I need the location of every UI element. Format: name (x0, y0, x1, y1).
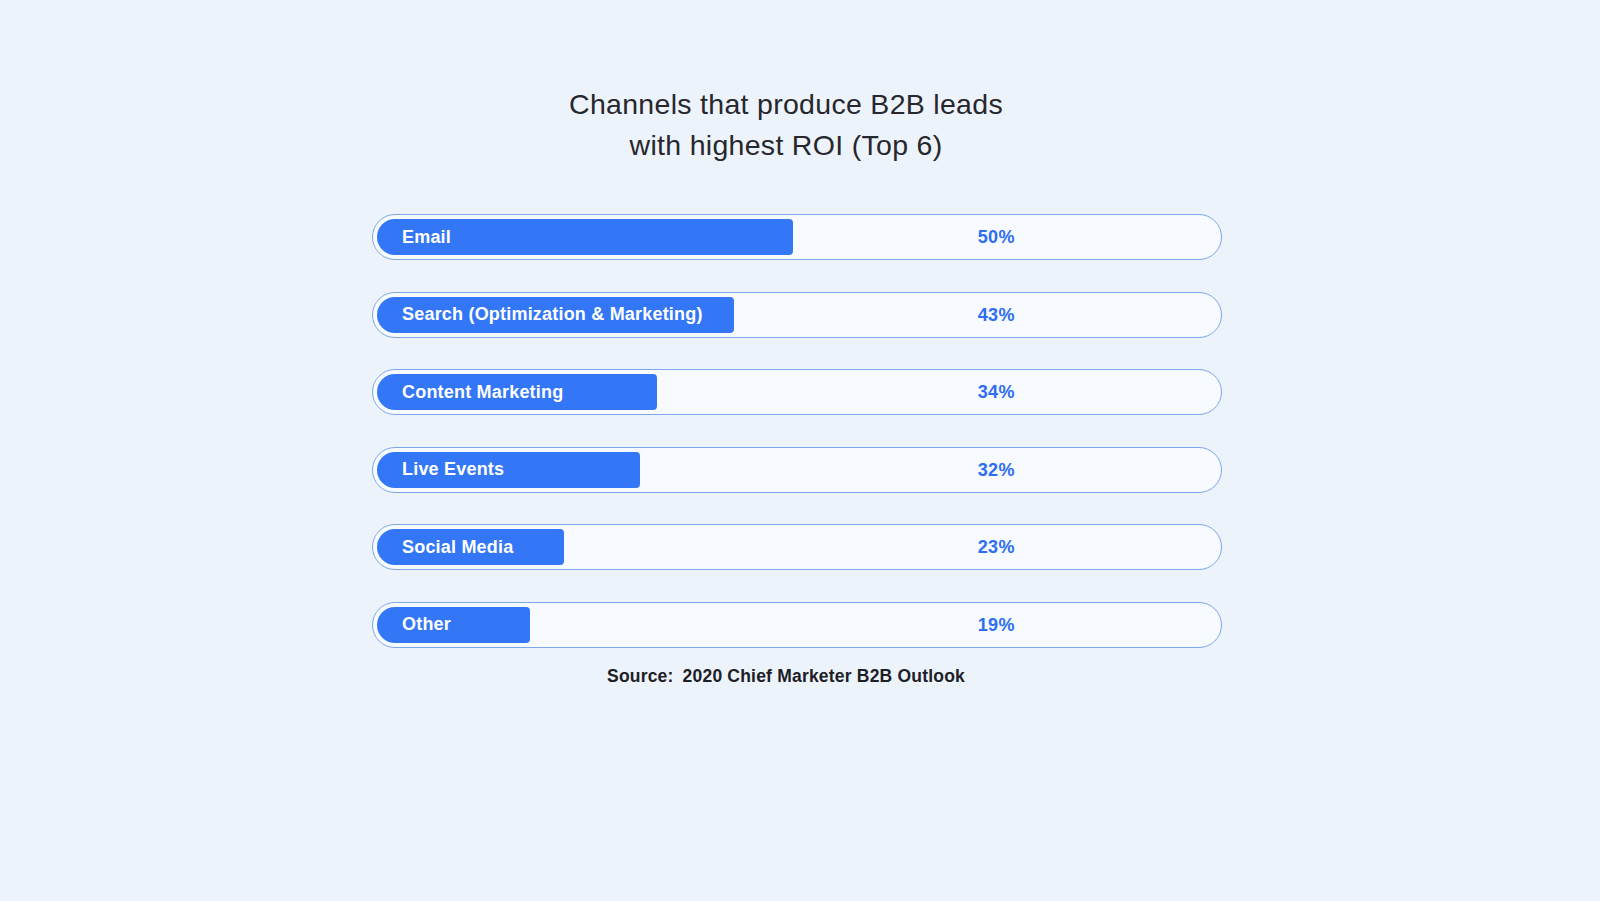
footer: CIENCE B2B Lead Generation | (C) CIENCE … (0, 740, 1600, 860)
source-text: 2020 Chief Marketer B2B Outlook (683, 666, 965, 686)
bar-label: Other (377, 614, 451, 635)
bar-fill: Email (377, 219, 793, 255)
bar-fill: Content Marketing (377, 374, 657, 410)
bar-label: Social Media (377, 537, 513, 558)
bar-value: 34% (978, 382, 1015, 403)
bar-label: Email (377, 227, 451, 248)
bar-row: Search (Optimization & Marketing) 43% (372, 292, 1222, 338)
bar-chart: Email 50% Search (Optimization & Marketi… (372, 214, 1222, 679)
bar-row: Other 19% (372, 602, 1222, 648)
bar-row: Live Events 32% (372, 447, 1222, 493)
chart-title-line1: Channels that produce B2B leads (0, 84, 1572, 125)
bar-fill: Other (377, 607, 530, 643)
bar-row: Social Media 23% (372, 524, 1222, 570)
source-note: Source: 2020 Chief Marketer B2B Outlook (0, 666, 1572, 687)
bar-fill: Search (Optimization & Marketing) (377, 297, 734, 333)
bar-label: Content Marketing (377, 382, 563, 403)
bar-value: 50% (978, 227, 1015, 248)
bar-value: 43% (978, 304, 1015, 325)
bar-row: Email 50% (372, 214, 1222, 260)
source-label: Source: (607, 666, 674, 686)
bar-label: Search (Optimization & Marketing) (377, 304, 703, 325)
bar-fill: Live Events (377, 452, 640, 488)
bar-label: Live Events (377, 459, 504, 480)
chart-title: Channels that produce B2B leads with hig… (0, 84, 1572, 166)
bar-fill: Social Media (377, 529, 564, 565)
chart-title-line2: with highest ROI (Top 6) (0, 125, 1572, 166)
bar-row: Content Marketing 34% (372, 369, 1222, 415)
bar-value: 23% (978, 537, 1015, 558)
bar-value: 32% (978, 459, 1015, 480)
bar-value: 19% (978, 614, 1015, 635)
